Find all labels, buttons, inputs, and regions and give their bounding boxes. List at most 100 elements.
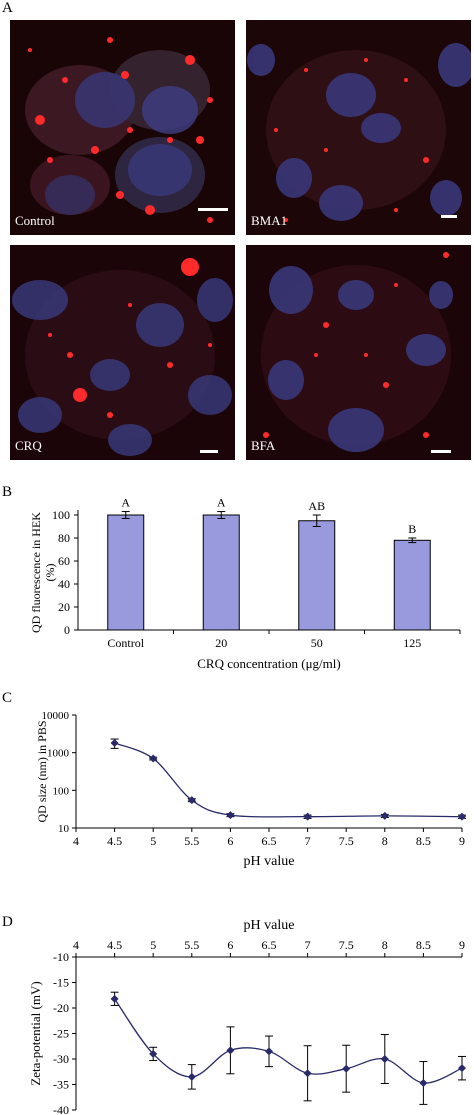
y-tick-label: 1000 [47,748,70,760]
data-point [458,812,466,821]
x-tick-label: 6 [227,938,233,952]
series-line [114,742,463,818]
scale-bar [431,450,451,453]
x-tick-label: 8.5 [416,938,431,952]
micrograph-bfa: BFA [246,245,471,460]
x-tick-label: 4.5 [107,834,122,848]
data-point [187,1072,196,1081]
x-tick-label: 7 [305,834,311,848]
x-tick-label: Control [107,636,144,650]
data-point [110,739,119,748]
micrograph-crq: CRQ [10,245,235,460]
y-tick-label: -25 [53,1027,69,1041]
micrograph-control-image [10,20,235,235]
bar-chart: 0 20 40 60 80 100 A Control A 20 AB 50 B 125 CRQ conce… [29,496,461,671]
y-tick-label: -20 [53,1001,69,1015]
data-point [265,1047,273,1056]
x-tick-label: 5.5 [184,938,199,952]
data-point [303,812,312,821]
x-tick-label: 50 [311,636,323,650]
significance-letter: AB [308,499,325,513]
y-tick-label: 20 [58,600,70,614]
micrograph-label: BFA [251,438,276,453]
x-tick-label: 5 [150,938,156,952]
x-tick-label: 5 [150,834,156,848]
x-tick-label: 5.5 [184,834,199,848]
y-tick-label: -30 [53,1052,69,1066]
y-axis-unit: (%) [43,564,57,582]
data-point [226,811,235,820]
bar [107,514,145,631]
y-axis-title: QD size (nm) in PBS [35,721,49,823]
y-tick-label: 100 [52,508,70,522]
y-tick-label: 40 [58,577,70,591]
x-tick-label: 9 [459,834,465,848]
panel-a-label: A [2,0,13,16]
x-tick-label: 8.5 [416,834,431,848]
x-tick-label: 8 [382,834,388,848]
x-tick-label: 4 [73,834,79,848]
zeta-potential-chart: 4 4.5 5 5.5 6 6.5 7 7.5 8 8.5 9 pH value -10 -15 -20 -2… [28,918,466,1115]
data-point [303,1069,312,1078]
y-tick-label: -40 [53,1103,69,1115]
x-axis-title: CRQ concentration (μg/ml) [197,656,340,671]
micrograph-crq-image [10,245,235,460]
bar [393,539,431,631]
y-tick-label: -15 [53,976,69,990]
qd-size-chart: 10 100 1000 10000 4 4.5 5 5.5 6 6.5 7 7.5 8 8.5 9 pH va… [35,710,466,869]
y-tick-label: -10 [53,950,69,964]
bar [298,520,336,631]
micrograph-bma1: BMA1 [246,20,471,235]
data-point [342,1064,351,1073]
data-point [419,1078,428,1087]
y-tick-label: -35 [53,1078,69,1092]
data-point [226,1046,235,1055]
y-tick-label: 0 [64,623,70,637]
x-axis-title: pH value [244,918,295,933]
x-tick-label: 4.5 [107,938,122,952]
series-line [114,998,463,1084]
x-tick-label: 9 [459,938,465,952]
micrograph-label: CRQ [15,438,42,453]
scale-bar [200,450,218,453]
data-point [380,811,389,820]
panel-b-label: B [2,484,13,500]
x-tick-label: 8 [382,938,388,952]
y-tick-label: 100 [53,785,70,797]
significance-letter: A [121,496,130,510]
x-tick-label: 7.5 [339,834,354,848]
x-tick-label: 6 [227,834,233,848]
micrograph-label: BMA1 [251,213,288,228]
x-tick-label: 6.5 [262,938,277,952]
data-point [110,994,119,1003]
y-axis-title: Zeta-potential (mV) [28,981,43,1085]
y-tick-label: 10000 [42,710,70,722]
micrograph-label: Control [15,213,55,228]
panel-d-label: D [2,914,13,930]
micrograph-bma1-image [246,20,471,235]
micrograph-control: Control [10,20,235,235]
x-tick-label: 4 [73,938,79,952]
x-tick-label: 7.5 [339,938,354,952]
data-point [149,754,158,763]
data-point [458,1064,466,1073]
significance-letter: A [217,496,226,510]
x-tick-label: 20 [215,636,227,650]
data-point [380,1055,389,1063]
y-axis-title: QD fluorescence in HEK [29,512,43,633]
x-tick-label: 125 [403,636,421,650]
data-point [149,1049,158,1058]
significance-letter: B [408,522,416,536]
bar [202,514,240,631]
panel-c-label: C [2,690,13,706]
scale-bar [198,208,228,211]
data-point [187,796,196,805]
x-axis-title: pH value [244,854,295,869]
scale-bar [441,215,457,218]
x-tick-label: 7 [305,938,311,952]
y-tick-label: 60 [58,554,70,568]
y-tick-label: 80 [58,531,70,545]
micrograph-bfa-image [246,245,471,460]
y-tick-label: 10 [58,823,70,835]
x-tick-label: 6.5 [262,834,277,848]
